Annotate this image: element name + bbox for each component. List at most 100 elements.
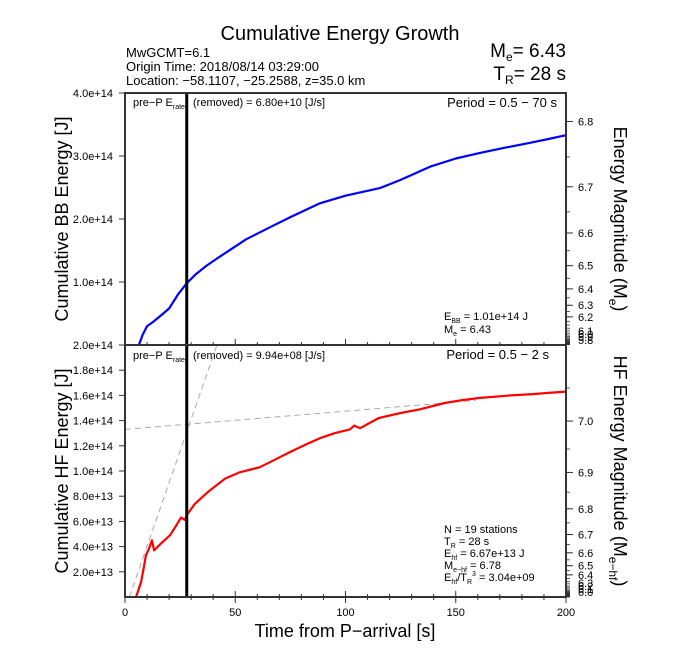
x-tick-label: 50 [229, 607, 241, 619]
bb-y-tick-label: 2.0e+14 [73, 214, 113, 226]
hf-y-tick-label: 1.0e+14 [73, 466, 113, 478]
hf-ratio-annotation: Ehf/TR3 = 3.04e+09 [444, 571, 535, 586]
hf-y2-title-end: ) [610, 580, 630, 586]
bb-energy-sub: BB [451, 318, 461, 325]
hf-y2-tick-label: 7.0 [578, 416, 593, 428]
bb-y2-tick-label: 6.6 [578, 228, 593, 240]
mw-gcmt-label: MwGCMT=6.1 [126, 45, 210, 60]
bb-energy-symbol: E [444, 311, 451, 323]
bb-pre-p-prefix: pre−P E [133, 97, 173, 109]
hf-ratio-symbol: E [444, 572, 451, 584]
hf-ratio-mid: /T [457, 572, 467, 584]
bb-period-label: Period = 0.5 − 70 s [447, 95, 557, 110]
hf-y-tick-label: 2.0e+14 [73, 340, 113, 352]
bb-y2-title-main: Energy Magnitude (M [610, 127, 630, 299]
bb-y2-title-end: ) [610, 305, 630, 311]
hf-ratio-sub: hf [451, 579, 457, 586]
hf-y-tick-label: 1.8e+14 [73, 365, 113, 377]
bb-magnitude-axis: 6.8 6.7 6.6 6.5 6.4 6.36.2 6.16.05.95.8 [566, 116, 593, 347]
hf-y-tick-label: 2.0e+13 [73, 567, 113, 579]
bb-y-ticks: 1.0e+14 2.0e+14 3.0e+14 4.0e+14 [73, 88, 125, 289]
hf-tr-symbol: T [444, 536, 451, 548]
bb-y-tick-label: 1.0e+14 [73, 277, 113, 289]
hf-plot-frame [124, 344, 567, 598]
me-summary: Me= 6.43 [490, 41, 566, 64]
bb-pre-p-rest: (removed) = 6.80e+10 [J/s] [193, 97, 325, 109]
hf-y-tick-label: 1.2e+14 [73, 441, 113, 453]
bb-y2-tick-label: 6.3 [578, 300, 593, 312]
hf-tr-value: = 28 s [456, 536, 490, 548]
bb-y2-crowded-label: 6.1 [578, 326, 593, 338]
hf-ehf-value: = 6.67e+13 J [457, 548, 524, 560]
x-tick-label: 200 [557, 607, 575, 619]
bb-y-tick-label: 3.0e+14 [73, 151, 113, 163]
hf-tr-sub: R [451, 543, 456, 550]
tr-summary-sub: R [505, 73, 514, 87]
hf-ehf-annotation: Ehf = 6.67e+13 J [444, 548, 524, 562]
hf-energy-curve [134, 390, 567, 598]
bb-energy-value: = 1.01e+14 J [461, 311, 528, 323]
hf-y-tick-label: 6.0e+13 [73, 516, 113, 528]
bb-energy-curve [137, 134, 567, 346]
tr-summary-symbol: T [493, 64, 505, 85]
hf-y-tick-label: 4.0e+13 [73, 542, 113, 554]
hf-y2-crowded-label: 6.1 [578, 584, 593, 596]
bb-pre-p-sub: rate [173, 104, 185, 111]
me-summary-sub: e [506, 50, 513, 64]
hf-y-ticks: 2.0e+13 4.0e+13 6.0e+13 8.0e+13 1.0e+14 1.2e+… [73, 340, 125, 579]
bb-y2-tick-label: 6.5 [578, 261, 593, 273]
hf-y2-crowded-label: 6.0 [578, 587, 593, 599]
bb-energy-panel: 1.0e+142.0e+143.0e+144.0e+14 6.86.76.66.… [52, 88, 630, 347]
bb-me-value: = 6.43 [457, 324, 491, 336]
bb-plot-frame [124, 92, 567, 346]
hf-early-fit-line [128, 344, 218, 598]
hf-y-tick-label: 8.0e+13 [73, 491, 113, 503]
bb-y2-tick-label: 6.4 [578, 284, 593, 296]
x-tick-label: 0 [122, 607, 128, 619]
bb-y2-crowded-label: 6.0 [578, 329, 593, 341]
hf-pre-p-rate: pre−P Erate (removed) = 9.94e+08 [J/s] [133, 350, 325, 364]
bb-y2-crowded-label: 5.8 [578, 335, 593, 347]
bb-y2-tick-label: 6.8 [578, 116, 593, 128]
hf-ratio-sub2: R [467, 579, 472, 586]
hf-mehf-annotation: Me−hf = 6.78 [444, 560, 501, 574]
hf-period-label: Period = 0.5 − 2 s [446, 347, 549, 362]
hf-ehf-symbol: E [444, 548, 451, 560]
hf-y2-tick-label: 6.5 [578, 561, 593, 573]
hf-pre-p-prefix: pre−P E [133, 350, 173, 362]
tr-summary: TR= 28 s [493, 64, 566, 87]
hf-y2-tick-label: 6.6 [578, 548, 593, 560]
hf-mehf-sub: e−hf [453, 567, 467, 574]
hf-y2-tick-label: 6.9 [578, 467, 593, 479]
hf-y-tick-label: 1.6e+14 [73, 390, 113, 402]
tr-summary-value: = 28 s [514, 64, 566, 85]
hf-pre-p-sub: rate [173, 357, 185, 364]
hf-y2-axis-title: HF Energy Magnitude (Me−hf) [606, 356, 630, 587]
hf-ratio-value: = 3.04e+09 [476, 572, 535, 584]
bb-y-axis-title: Cumulative BB Energy [J] [52, 116, 72, 321]
hf-stations-annotation: N = 19 stations [444, 524, 518, 536]
hf-y2-crowded-label: 6.2 [578, 581, 593, 593]
x-tick-label: 150 [447, 607, 465, 619]
hf-y2-crowded-label: 6.3 [578, 578, 593, 590]
hf-ehf-sub: hf [451, 555, 457, 562]
bb-me-sub: e [453, 331, 457, 338]
bb-energy-annotation: EBB = 1.01e+14 J [444, 311, 528, 325]
hf-dashed-fits [124, 344, 476, 598]
bb-y-tick-label: 4.0e+14 [73, 88, 113, 100]
hf-y-axis-title: Cumulative HF Energy [J] [52, 368, 72, 573]
hf-x-ticks: 0 50 100 150 200 [122, 591, 575, 619]
hf-ratio-sup: 3 [472, 571, 476, 578]
me-summary-symbol: M [490, 41, 506, 62]
hf-mehf-symbol: M [444, 560, 453, 572]
bb-y2-crowded-label: 5.9 [578, 332, 593, 344]
hf-mehf-value: = 6.78 [467, 560, 501, 572]
hf-tr-annotation: TR = 28 s [444, 536, 490, 550]
hf-y2-title-main: HF Energy Magnitude (M [610, 356, 630, 557]
bb-pre-p-rate: pre−P Erate (removed) = 6.80e+10 [J/s] [133, 97, 325, 111]
hf-pre-p-rest: (removed) = 9.94e+08 [J/s] [193, 350, 325, 362]
bb-y2-tick-label: 6.2 [578, 312, 593, 324]
hf-magnitude-axis: 7.0 6.9 6.8 6.7 6.66.56.46.36.26.16.0 [566, 387, 593, 599]
location-label: Location: −58.1107, −25.2588, z=35.0 km [126, 73, 365, 88]
